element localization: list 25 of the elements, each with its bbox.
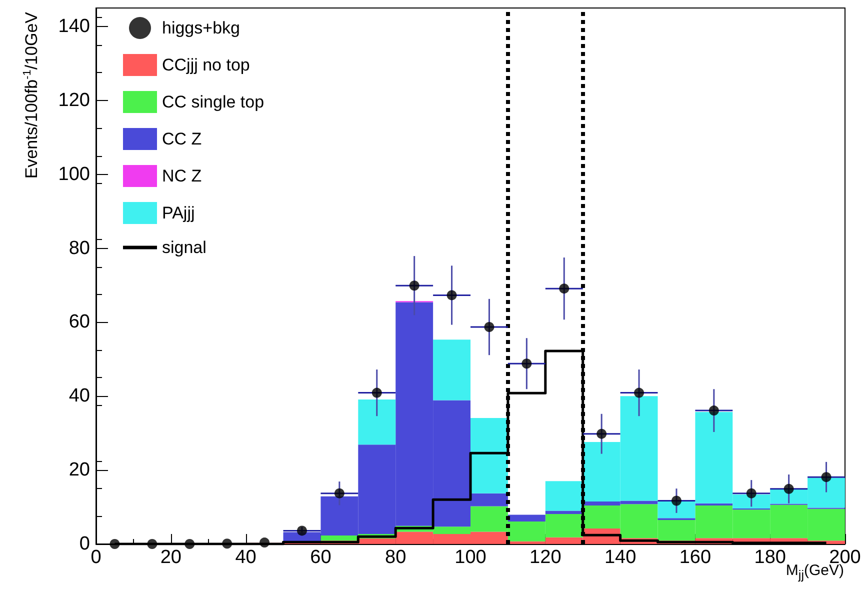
x-tick-label: 160 xyxy=(679,547,712,568)
legend-label: CC single top xyxy=(162,92,264,112)
x-tick-label: 140 xyxy=(604,547,636,568)
y-tick-label: 80 xyxy=(68,238,90,259)
y-tick-label: 20 xyxy=(68,460,90,481)
y-tick-label: 140 xyxy=(58,16,90,37)
y-tick-label: 60 xyxy=(68,312,90,333)
legend-label: PAjjj xyxy=(162,204,195,222)
x-tick-label: 80 xyxy=(385,547,406,568)
legend-label: signal xyxy=(162,238,206,257)
x-tick-label: 40 xyxy=(235,547,256,568)
legend-label: NC Z xyxy=(162,166,202,186)
legend-label: CCjjj no top xyxy=(162,56,250,74)
legend-label: CC Z xyxy=(162,130,202,148)
x-tick-label: 100 xyxy=(454,547,486,568)
x-tick-label: 20 xyxy=(160,547,182,568)
y-tick-label: 40 xyxy=(68,386,90,407)
y-axis-title: Events/100fb-1/10GeV xyxy=(22,11,41,179)
y-tick-label: 120 xyxy=(58,90,90,111)
y-tick-label: 0 xyxy=(79,534,90,554)
x-tick-label: 120 xyxy=(530,547,562,568)
legend-label: higgs+bkg xyxy=(162,18,240,38)
y-tick-label: 100 xyxy=(58,164,90,185)
x-tick-label: 180 xyxy=(754,547,786,568)
x-tick-label: 60 xyxy=(310,547,332,568)
